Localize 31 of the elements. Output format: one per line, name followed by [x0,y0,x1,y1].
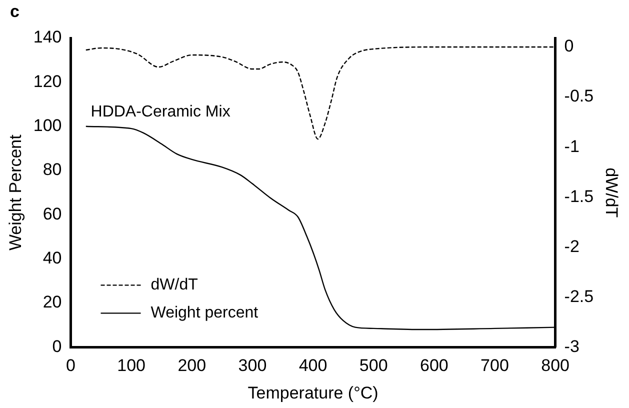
y2-tick-label: -2.5 [564,286,594,306]
x-tick-label: 600 [420,356,448,376]
y-tick-label: 80 [42,160,62,180]
y2-tick-label: -0.5 [564,86,594,106]
y-axis-title: Weight Percent [6,134,25,251]
y-tick-label: 120 [33,72,62,91]
text: c [10,2,20,22]
x-tick-label: 200 [178,356,206,376]
y-tick-label: 100 [33,116,62,136]
y2-axis-title: dW/dT [602,168,622,218]
x-tick-label: 700 [480,356,509,376]
x-axis-title: Temperature (°C) [248,383,378,402]
x-tick-label: 500 [359,356,388,376]
legend-label: dW/dT [150,276,198,294]
y-tick-label: 140 [33,28,62,47]
legend-label: Weight percent [150,304,259,322]
y2-tick-label: 0 [564,36,574,56]
y-tick-label: 0 [52,336,62,356]
y-tick-label: 20 [42,292,62,312]
x-tick-label: 100 [117,356,146,376]
y2-tick-label: -2 [564,236,580,256]
annotation: HDDA-Ceramic Mix [90,104,230,121]
x-tick-label: 800 [541,356,570,376]
y2-tick-label: -3 [564,336,580,356]
x-tick-label: 0 [66,356,76,376]
x-tick-label: 300 [238,356,267,376]
y2-tick-label: -1.5 [564,186,594,206]
y-tick-label: 40 [42,248,62,268]
y2-tick-label: -1 [564,136,580,156]
x-tick-label: 400 [298,356,328,376]
y-tick-label: 60 [42,204,62,224]
